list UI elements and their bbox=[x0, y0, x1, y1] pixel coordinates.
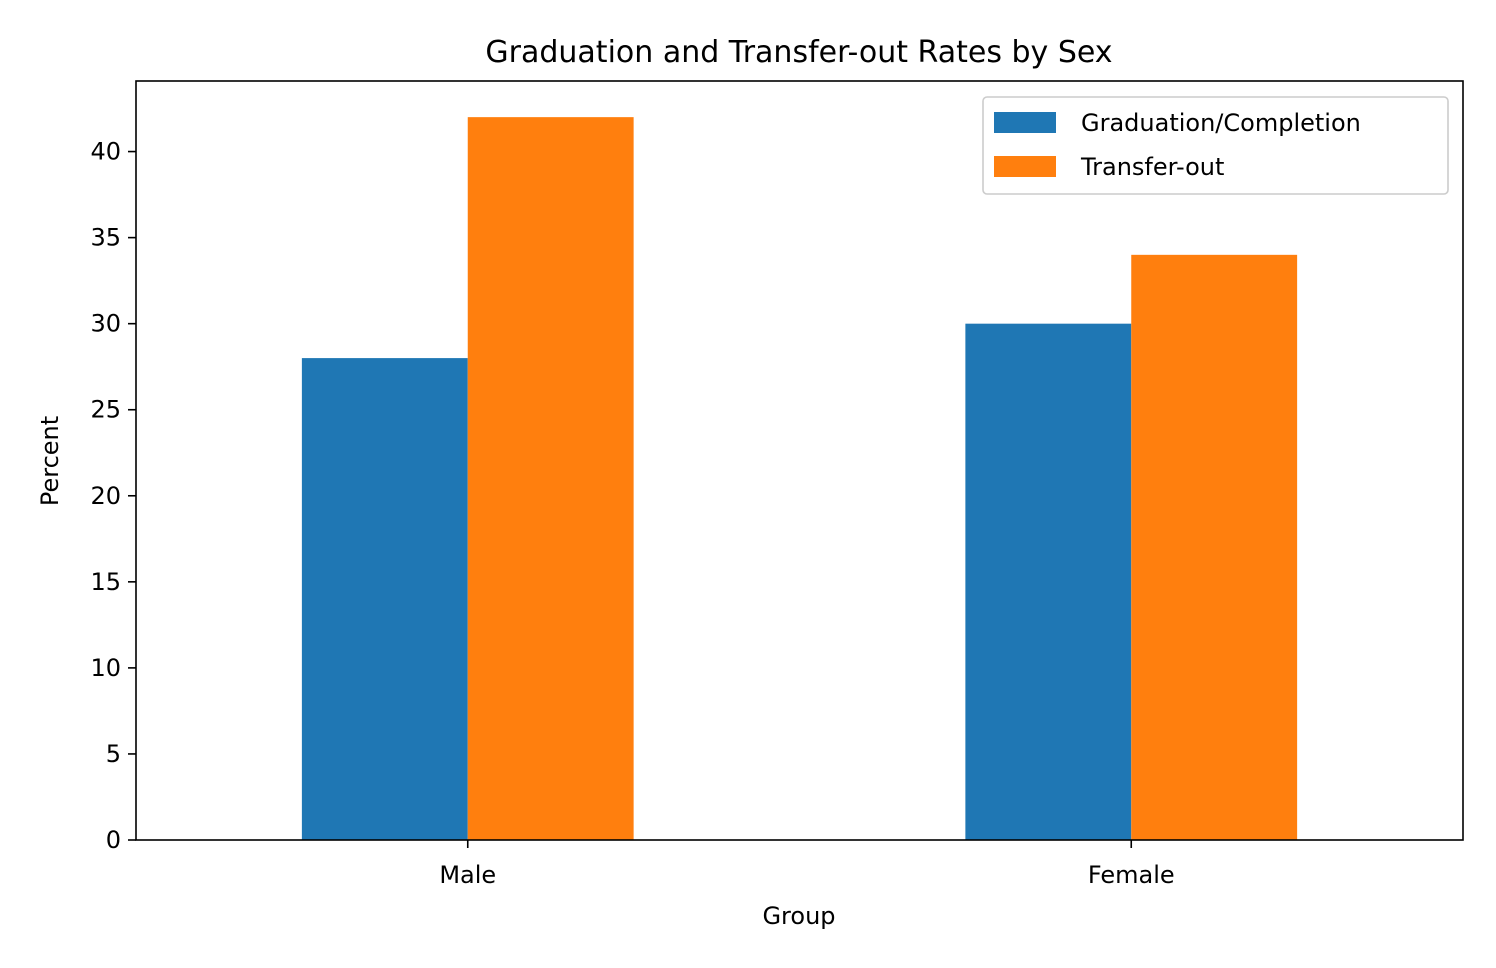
y-tick-label: 10 bbox=[90, 654, 121, 682]
legend-swatch bbox=[994, 112, 1056, 133]
bars-group bbox=[301, 117, 1298, 840]
plot-frame bbox=[135, 80, 1464, 841]
y-tick-label: 40 bbox=[90, 138, 121, 166]
x-axis-label: Group bbox=[762, 902, 835, 930]
legend: Graduation/Completion Transfer-out bbox=[982, 96, 1449, 195]
y-axis: 0 5 10 15 20 25 30 35 40 bbox=[90, 138, 136, 854]
y-tick-label: 5 bbox=[106, 740, 121, 768]
x-axis: Male Female bbox=[439, 840, 1175, 889]
legend-swatch bbox=[994, 156, 1056, 177]
y-tick-label: 25 bbox=[90, 396, 121, 424]
y-tick-label: 30 bbox=[90, 310, 121, 338]
y-tick-label: 0 bbox=[106, 826, 121, 854]
bar-female-series-2 bbox=[1131, 254, 1298, 840]
bar-male-series-2 bbox=[467, 117, 634, 840]
legend-label: Transfer-out bbox=[1080, 153, 1224, 181]
x-tick-label: Male bbox=[439, 861, 496, 889]
bar-male-series-1 bbox=[301, 358, 468, 840]
bar-female-series-1 bbox=[965, 323, 1132, 840]
y-tick-label: 20 bbox=[90, 482, 121, 510]
y-tick-label: 15 bbox=[90, 568, 121, 596]
x-tick-label: Female bbox=[1088, 861, 1175, 889]
chart-title: Graduation and Transfer-out Rates by Sex bbox=[485, 35, 1112, 70]
legend-label: Graduation/Completion bbox=[1081, 109, 1361, 137]
legend-box bbox=[982, 96, 1449, 195]
y-axis-label: Percent bbox=[36, 416, 64, 506]
y-tick-label: 35 bbox=[90, 224, 121, 252]
